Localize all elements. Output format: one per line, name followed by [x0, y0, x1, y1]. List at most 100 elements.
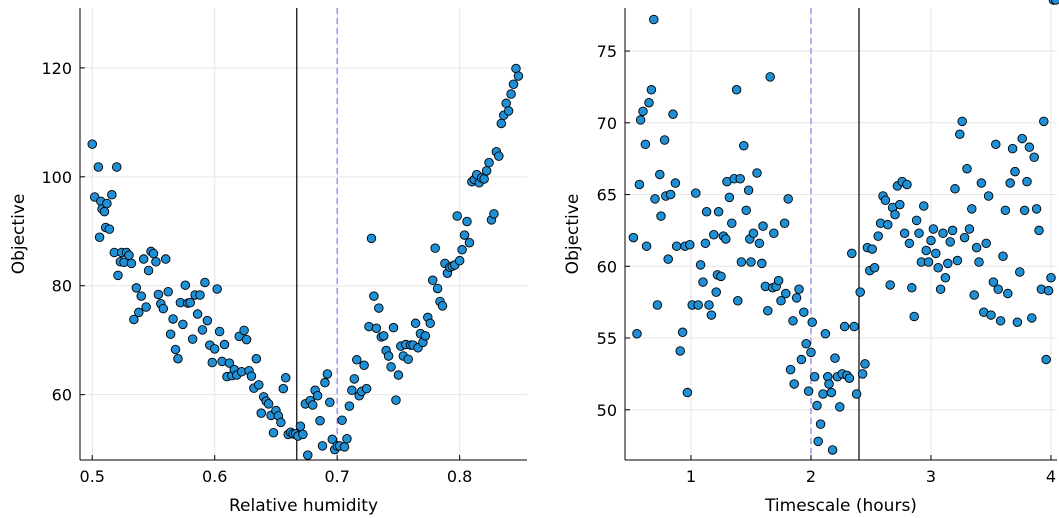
left-data-point — [134, 307, 144, 318]
right-data-point — [847, 248, 857, 259]
left-data-point — [251, 353, 262, 364]
left-data-point — [129, 314, 139, 325]
right-data-point — [839, 321, 850, 332]
right-data-point — [628, 232, 639, 243]
right-data-point — [763, 306, 773, 316]
right-data-point — [993, 284, 1003, 294]
right-data-point — [1005, 178, 1015, 188]
left-data-point — [374, 303, 384, 313]
right-y-tick-label: 65 — [597, 186, 617, 205]
right-data-point — [824, 379, 834, 389]
right-data-point — [827, 445, 838, 455]
left-data-point — [160, 254, 171, 264]
right-data-point — [779, 218, 790, 228]
left-data-point — [342, 434, 352, 444]
right-data-point — [855, 287, 865, 297]
right-data-point — [844, 373, 855, 383]
right-data-point — [806, 347, 816, 358]
right-data-point — [1015, 267, 1025, 277]
left-data-point — [393, 370, 404, 380]
left-data-point — [410, 318, 421, 329]
right-data-point — [1019, 205, 1030, 216]
right-data-point — [776, 295, 786, 306]
right-data-point — [909, 311, 919, 322]
right-reference-lines — [810, 8, 860, 460]
left-data-point — [214, 326, 225, 337]
right-data-point — [693, 300, 703, 310]
left-data-point — [457, 245, 467, 255]
left-y-tick-label: 60 — [52, 386, 72, 405]
left-data-point — [195, 290, 205, 300]
left-data-point — [187, 334, 198, 344]
right-data-point — [1043, 285, 1054, 296]
left-data-point — [102, 198, 112, 209]
left-data-point — [219, 339, 230, 350]
right-data-point — [818, 389, 828, 399]
right-y-tick-label: 50 — [597, 401, 617, 420]
right-data-point — [736, 257, 747, 267]
right-data-point — [724, 192, 735, 203]
left-data-point — [200, 277, 210, 288]
right-x-tick-label: 3 — [926, 467, 936, 486]
right-data-point — [649, 14, 659, 25]
right-data-point — [1031, 204, 1042, 214]
right-data-point — [796, 354, 807, 365]
left-data-point — [349, 374, 360, 384]
left-data-point — [454, 255, 465, 266]
right-data-point — [815, 419, 826, 429]
right-data-point — [716, 271, 726, 282]
left-data-point — [148, 248, 159, 259]
right-data-point — [656, 211, 666, 221]
right-data-point — [1000, 205, 1011, 216]
right-data-point — [1041, 354, 1051, 365]
right-data-point — [698, 277, 708, 287]
right-data-point — [952, 255, 963, 266]
right-data-point — [869, 262, 880, 273]
right-data-point — [635, 115, 646, 125]
right-data-point — [641, 241, 652, 251]
left-x-axis-label: Relative humidity — [229, 496, 378, 516]
right-data-point — [741, 205, 751, 216]
right-data-point — [904, 238, 915, 249]
right-data-point — [926, 235, 936, 246]
left-data-point — [136, 291, 146, 301]
right-data-point — [752, 168, 762, 178]
right-data-point — [644, 97, 654, 108]
left-data-point — [496, 118, 507, 129]
right-data-point — [794, 284, 804, 294]
left-data-point — [322, 369, 333, 379]
right-data-point — [799, 307, 809, 317]
left-y-tick-label: 100 — [41, 168, 72, 187]
left-data-point — [151, 257, 161, 267]
right-data-point — [735, 174, 745, 184]
right-data-point — [801, 339, 811, 349]
right-data-point — [632, 328, 642, 339]
right-data-point — [640, 139, 651, 150]
left-data-point — [371, 323, 382, 333]
left-data-point — [168, 314, 178, 324]
left-data-point — [138, 254, 149, 264]
left-data-point — [391, 395, 401, 405]
left-data-point — [107, 190, 117, 200]
left-data-point — [503, 106, 514, 116]
left-data-point — [437, 301, 448, 311]
right-data-point — [983, 191, 994, 201]
right-data-point — [807, 317, 817, 327]
right-data-point — [781, 288, 791, 299]
right-data-point — [1046, 273, 1056, 283]
right-data-point — [713, 207, 724, 217]
left-data-point — [352, 355, 362, 365]
left-data-point — [276, 417, 286, 428]
right-data-point — [976, 178, 987, 188]
left-x-tick-label: 0.5 — [80, 467, 105, 486]
left-data-point — [280, 373, 291, 383]
left-data-point — [325, 397, 335, 408]
right-data-point — [739, 141, 749, 151]
left-data-point — [246, 371, 257, 381]
right-data-point — [921, 245, 931, 256]
right-y-tick-label: 55 — [597, 329, 617, 348]
left-data-point — [212, 284, 222, 294]
left-data-point — [430, 243, 440, 253]
right-data-point — [748, 228, 759, 239]
left-data-point — [192, 309, 203, 319]
